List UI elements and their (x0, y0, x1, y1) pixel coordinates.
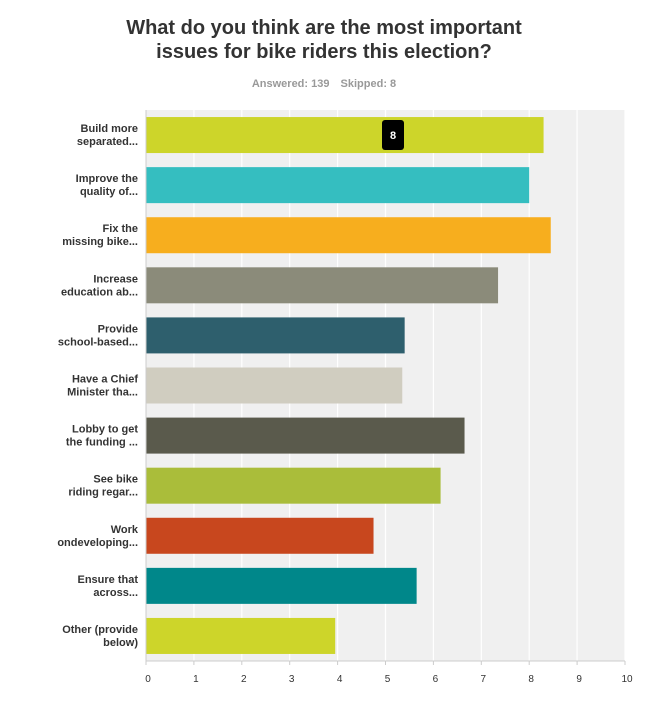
title-line-1: What do you think are the most important (126, 17, 522, 39)
category-label: Increase education ab... (61, 273, 138, 298)
category-label: Build more separated... (77, 123, 138, 148)
tooltip-box (382, 120, 404, 151)
bar[interactable] (146, 567, 417, 604)
x-tick-label: 10 (621, 674, 633, 685)
category-label: Provide school-based... (58, 323, 138, 348)
category-label: Fix the missing bike... (62, 223, 138, 248)
x-tick-label: 9 (576, 674, 582, 685)
bar[interactable] (146, 217, 551, 254)
response-summary: Answered: 139 Skipped: 8 (0, 78, 648, 90)
bar[interactable] (146, 517, 374, 554)
category-label: See bike riding regar... (68, 474, 138, 499)
chart-title: What do you think are the most important… (0, 16, 648, 64)
x-tick-label: 4 (337, 674, 343, 685)
bars (146, 117, 551, 654)
category-label: Improve the quality of... (76, 173, 138, 198)
category-label: Ensure that across... (77, 574, 138, 599)
category-label: Other (provide below) (62, 624, 138, 649)
bar[interactable] (146, 317, 405, 354)
bar[interactable] (146, 267, 499, 304)
category-labels: Build more separated... Improve the quality… (57, 123, 139, 649)
x-tick-label: 0 (145, 674, 151, 685)
x-tick-label: 7 (481, 674, 487, 685)
answered-count: Answered: 139 (251, 78, 330, 90)
x-tick-label: 1 (193, 674, 199, 685)
title-line-2: issues for bike riders this election? (156, 41, 492, 63)
x-tick-label: 8 (528, 674, 534, 685)
bar[interactable] (146, 417, 465, 454)
x-tick-labels: 0 1 2 3 4 5 6 7 8 9 10 (145, 661, 633, 685)
tooltip-value: 8 (390, 130, 396, 142)
bar[interactable] (146, 467, 441, 504)
x-tick-label: 2 (241, 674, 247, 685)
value-tooltip: 8 (382, 120, 404, 151)
bar[interactable] (146, 167, 530, 204)
bar[interactable] (146, 117, 544, 154)
x-tick-label: 6 (433, 674, 439, 685)
category-label: Work ondeveloping... (57, 524, 139, 549)
skipped-count: Skipped: 8 (340, 78, 397, 90)
x-tick-label: 5 (385, 674, 391, 685)
x-tick-label: 3 (289, 674, 295, 685)
category-label: Lobby to get the funding ... (66, 424, 138, 449)
bar[interactable] (146, 367, 403, 404)
bar[interactable] (146, 617, 336, 654)
category-label: Have a Chief Minister tha... (67, 374, 138, 399)
